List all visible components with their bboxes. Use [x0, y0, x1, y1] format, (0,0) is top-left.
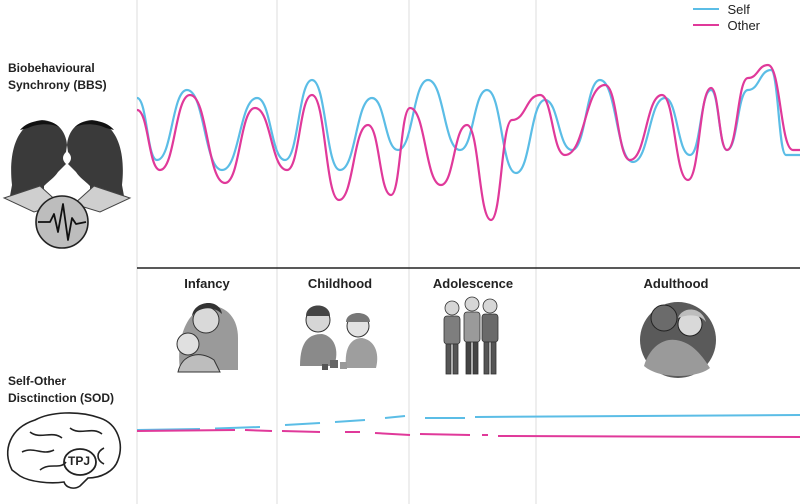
stage-dividers: [136, 0, 537, 504]
infancy-illustration: [176, 302, 238, 373]
legend-label-other: Other: [727, 17, 760, 33]
bbs-other-wave: [136, 63, 800, 222]
legend-swatch-other: [693, 24, 720, 26]
bbs-label-line1: Biobehavioural: [8, 61, 95, 75]
legend-label-self: Self: [727, 1, 750, 17]
stage-label-childhood: Childhood: [307, 276, 373, 291]
childhood-illustration: [300, 305, 378, 370]
sod-other-line: [136, 429, 800, 438]
bbs-row-label: Biobehavioural Synchrony (BBS): [8, 60, 107, 94]
legend-item-self: Self: [693, 1, 760, 17]
tpj-label: TPJ: [68, 454, 91, 468]
legend-swatch-self: [693, 8, 720, 10]
legend: Self Other: [693, 1, 760, 33]
adulthood-illustration: [640, 302, 716, 378]
stage-label-adolescence: Adolescence: [432, 276, 514, 291]
stage-label-adulthood: Adulthood: [643, 276, 709, 291]
sod-row-label: Self-Other Disctinction (SOD): [8, 373, 114, 407]
legend-item-other: Other: [693, 17, 760, 33]
adolescence-illustration: [443, 296, 499, 375]
heartbeat-icon: [35, 195, 89, 249]
sod-self-line: [136, 414, 800, 431]
stage-label-infancy: Infancy: [184, 276, 230, 291]
sod-label-line2: Disctinction (SOD): [8, 391, 115, 405]
brain-icon: [7, 412, 122, 489]
bbs-label-line2: Synchrony (BBS): [8, 78, 107, 92]
sod-label-line1: Self-Other: [8, 374, 67, 388]
